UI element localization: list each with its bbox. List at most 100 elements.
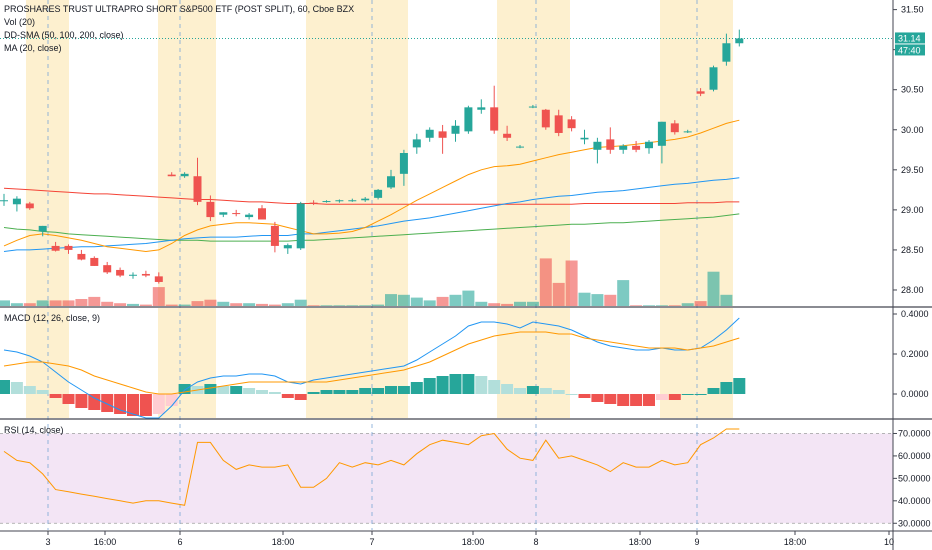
volume-bar xyxy=(630,305,643,306)
candle-body xyxy=(167,174,176,177)
candle-body xyxy=(38,225,47,232)
macd-histogram-bar xyxy=(397,386,410,394)
volume-bar xyxy=(462,290,475,306)
macd-tick-label: 0.0000 xyxy=(901,389,929,399)
price-tick-label: 28.50 xyxy=(901,245,924,255)
candle-body xyxy=(12,198,21,205)
volume-bar xyxy=(62,300,75,306)
volume-bar xyxy=(681,303,694,306)
macd-histogram-bar xyxy=(385,386,397,394)
rsi-legend[interactable]: RSI (14, close) xyxy=(4,425,64,435)
volume-bar xyxy=(139,304,152,306)
volume-bar xyxy=(217,301,230,306)
candle-body xyxy=(361,198,370,201)
sma200-line xyxy=(3,187,740,205)
candle-body xyxy=(528,106,537,108)
candle-body xyxy=(322,201,331,203)
volume-bar xyxy=(501,303,514,306)
volume-bar xyxy=(101,301,114,306)
volume-bar xyxy=(475,301,488,306)
dd-sma-legend[interactable]: DD-SMA (50, 100, 200, close) xyxy=(4,30,124,40)
candle-body xyxy=(464,107,473,132)
sma50-line xyxy=(3,177,740,252)
volume-bar xyxy=(436,296,449,306)
sma100-line xyxy=(3,213,740,242)
macd-histogram-bar xyxy=(604,394,617,404)
price-tick-label: 29.00 xyxy=(901,205,924,215)
macd-histogram-bar xyxy=(346,390,359,394)
volume-bar xyxy=(359,305,372,306)
candle-body xyxy=(516,146,524,148)
volume-bar xyxy=(49,300,62,306)
macd-histogram-bar xyxy=(204,384,217,394)
macd-legend[interactable]: MACD (12, 26, close, 9) xyxy=(4,313,101,323)
volume-bar xyxy=(281,303,294,306)
candle-body xyxy=(477,107,486,110)
volume-bar xyxy=(578,292,591,306)
macd-histogram-bar xyxy=(514,388,526,394)
candle-body xyxy=(51,245,60,251)
volume-bar xyxy=(643,305,655,306)
volume-bar xyxy=(178,304,191,306)
macd-histogram-bar xyxy=(320,390,333,394)
time-tick-label: 7 xyxy=(369,537,374,547)
macd-histogram-bar xyxy=(630,394,643,406)
rsi-tick-label: 40.0000 xyxy=(898,496,931,506)
volume-bar xyxy=(565,260,578,306)
volume-bar xyxy=(655,305,668,306)
macd-signal-line xyxy=(3,331,740,395)
candle-body xyxy=(64,245,73,250)
candle-body xyxy=(580,137,589,140)
macd-histogram-bar xyxy=(617,394,630,406)
candle-body xyxy=(567,119,576,129)
candle-body xyxy=(206,201,215,218)
macd-histogram-bar xyxy=(462,374,475,394)
time-tick-label: 8 xyxy=(533,537,538,547)
volume-bar xyxy=(204,299,217,306)
macd-histogram-bar xyxy=(449,374,462,394)
macd-histogram-bar xyxy=(23,386,36,394)
last-price-label: 31.14 xyxy=(898,33,921,43)
candle-body xyxy=(103,265,112,273)
candle-body xyxy=(270,225,279,246)
volume-bar xyxy=(152,287,165,306)
candle-body xyxy=(77,253,86,260)
ma-legend[interactable]: MA (20, close) xyxy=(4,43,62,53)
candle-body xyxy=(90,257,99,266)
candle-body xyxy=(335,200,344,202)
volume-bar xyxy=(75,299,88,306)
volume-legend[interactable]: Vol (20) xyxy=(4,17,36,27)
macd-histogram-bar xyxy=(294,394,307,400)
volume-bar xyxy=(385,294,397,306)
macd-histogram-bar xyxy=(243,388,256,394)
candle-body xyxy=(425,129,434,138)
countdown-badge xyxy=(895,44,925,56)
time-tick-label: 18:00 xyxy=(272,537,295,547)
macd-histogram-bar xyxy=(49,394,62,398)
macd-histogram-bar xyxy=(552,390,565,394)
macd-histogram-bar xyxy=(643,394,655,406)
macd-histogram-bar xyxy=(75,394,88,408)
price-tick-label: 30.50 xyxy=(901,85,924,95)
macd-histogram-bar xyxy=(62,394,75,404)
macd-histogram-bar xyxy=(565,394,578,395)
last-price-badge xyxy=(895,32,925,44)
volume-bar xyxy=(268,304,281,306)
candle-body xyxy=(554,115,563,133)
rsi-tick-label: 60.0000 xyxy=(898,451,931,461)
macd-histogram-bar xyxy=(359,388,372,394)
volume-bar xyxy=(127,303,139,306)
session-band-price-0 xyxy=(26,0,69,306)
countdown-label: 47:40 xyxy=(898,45,921,55)
volume-bar xyxy=(10,303,23,306)
candle-body xyxy=(0,200,8,202)
volume-bar xyxy=(36,300,49,306)
volume-bar xyxy=(410,297,423,306)
macd-histogram-bar xyxy=(681,394,694,395)
volume-bar xyxy=(230,303,243,306)
time-tick-label: 18:00 xyxy=(784,537,807,547)
candle-body xyxy=(606,139,615,150)
candle-body xyxy=(632,145,641,150)
ma20-line xyxy=(3,119,740,253)
